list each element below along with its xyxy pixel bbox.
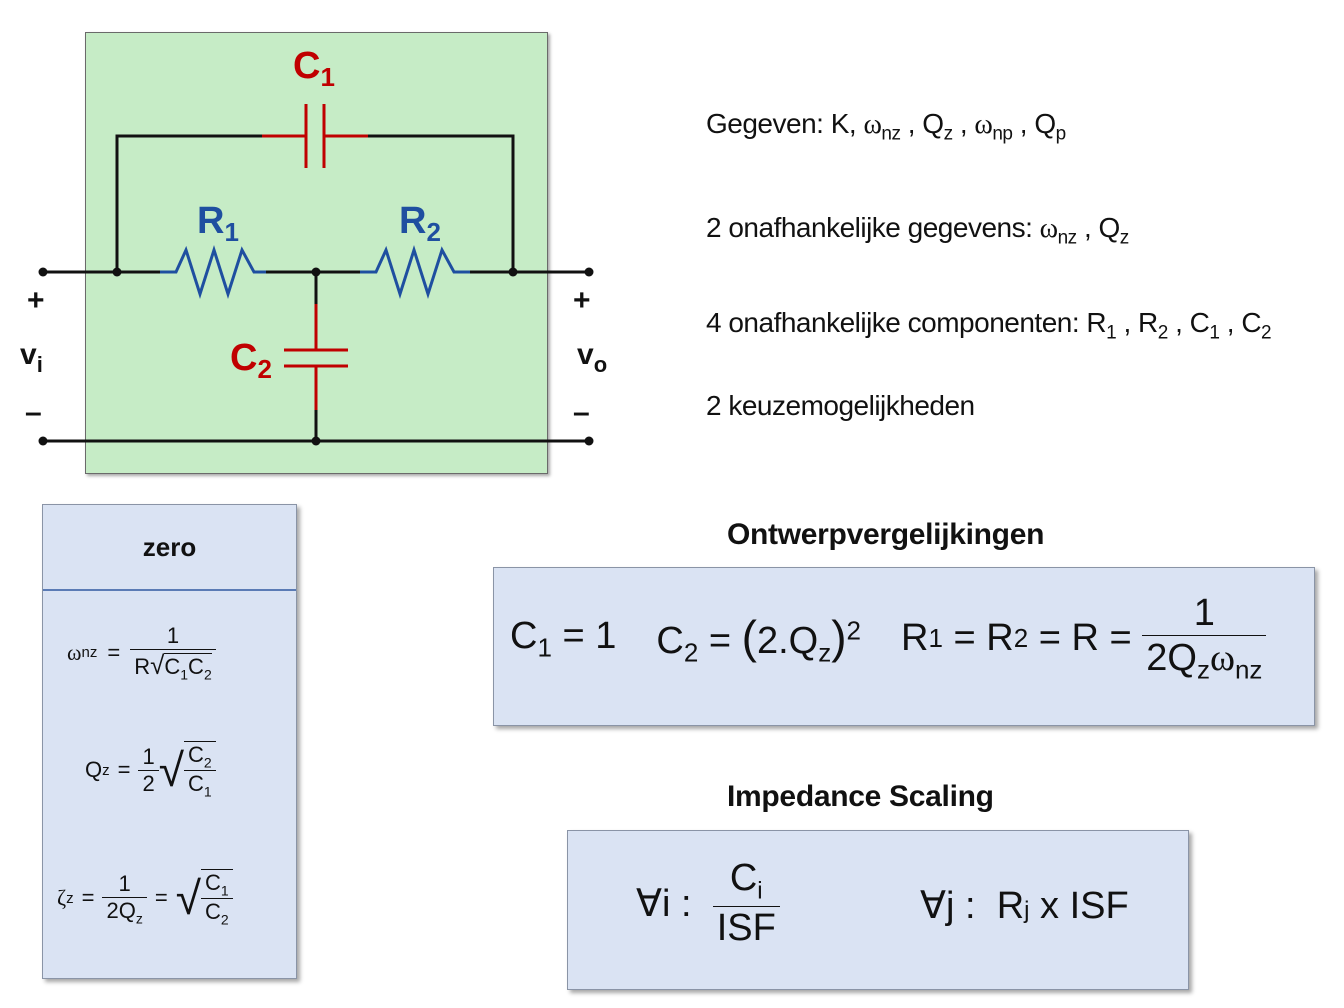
vout-terminal [584,267,594,277]
vin-label: vi [20,338,43,377]
node-a [112,267,122,277]
zero-eq-omega: ω nz = 1 R√C1C2 [67,623,216,682]
c1-equation: C1 = 1 [510,614,617,663]
r2-label: R2 [399,200,441,247]
c1-capacitor [262,104,368,168]
r1-resistor [160,245,266,299]
given-line-1: Gegeven: K, ωnz , Qz , ωnp , Qp [706,108,1066,145]
node-b [311,267,321,277]
c2-label: C2 [230,337,272,384]
c2-capacitor [284,304,348,410]
given-line-4: 2 keuzemogelijkheden [706,390,975,421]
r2-resistor [360,245,470,299]
vin-terminal [38,267,48,277]
c2-equation: C2 = (2.Qz)2 [656,610,861,668]
node-d [311,436,321,446]
ground-right-terminal [584,436,594,446]
c1-right-wire [368,134,515,272]
vin-plus: + [27,284,45,317]
vin-minus: – [25,396,42,429]
vout-label: vo [577,338,607,377]
given-line-3: 4 onafhankelijke componenten: R1 , R2 , … [706,307,1272,344]
c1-left-wire [115,134,262,272]
given-line-2: 2 onafhankelijke gegevens: ωnz , Qz [706,212,1129,249]
r1-label: R1 [197,200,239,247]
vout-plus: + [573,284,591,317]
vout-minus: – [573,396,590,429]
design-heading: Ontwerpvergelijkingen [727,518,1045,551]
node-c [508,267,518,277]
scaling-capacitor-rule: ∀i : Ci ISF [636,857,780,950]
zero-title: zero [43,505,296,591]
c1-label: C1 [293,45,335,92]
ground-left-terminal [38,436,48,446]
scaling-heading: Impedance Scaling [727,780,994,813]
